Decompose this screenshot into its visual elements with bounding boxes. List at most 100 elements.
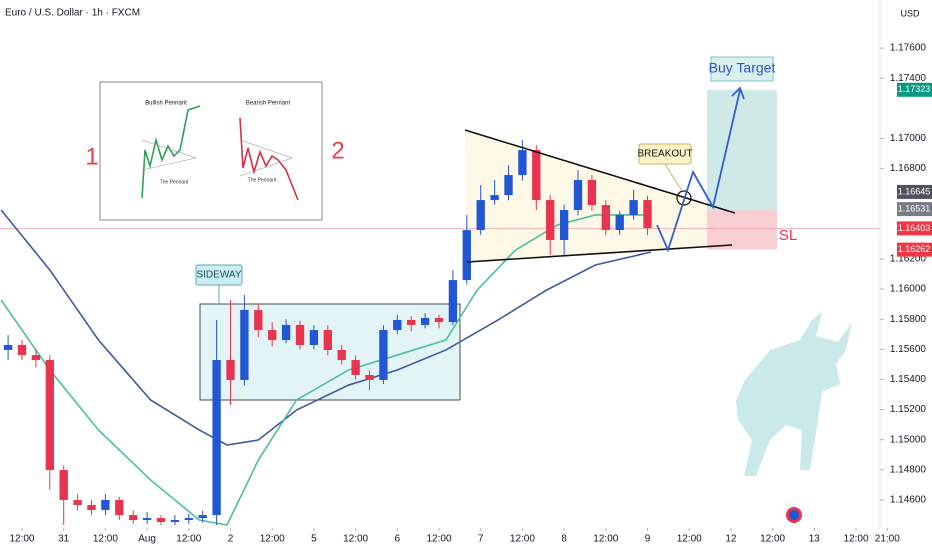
- y-tick-label: 1.14800: [890, 465, 927, 476]
- candle-body: [17, 344, 27, 356]
- currency: USD: [900, 8, 920, 18]
- bull-illustration: [736, 312, 852, 476]
- moving-average: [0, 209, 652, 446]
- candle-body: [490, 195, 499, 201]
- x-tick-label: 5: [311, 534, 317, 545]
- x-tick-label: 12:00: [677, 534, 702, 545]
- x-tick-label: 12:00: [9, 534, 34, 545]
- candle-body: [59, 470, 68, 500]
- y-tick-label: 1.15400: [890, 374, 927, 385]
- sideway-label: SIDEWAY: [196, 270, 241, 281]
- candle-body: [587, 180, 597, 206]
- target-zone: [707, 89, 777, 210]
- candle-body: [240, 310, 249, 380]
- candle-body: [601, 205, 610, 231]
- x-tick-label: 8: [561, 534, 567, 545]
- candle-body: [546, 200, 555, 240]
- price-tag-label: 1.16262: [898, 244, 931, 254]
- candle-body: [379, 330, 388, 380]
- label-1: 1: [85, 143, 98, 170]
- y-tick-label: 1.16000: [890, 284, 927, 295]
- x-tick-label: 21:00: [875, 534, 900, 545]
- inset-bull-pennant: [141, 139, 198, 171]
- candle-body: [504, 175, 513, 196]
- candle-body: [518, 150, 527, 176]
- inset-bearish: Bearish Pennant: [246, 101, 291, 107]
- inset-pennant-1: The Pennant: [160, 179, 189, 185]
- y-tick-label: 1.16200: [890, 254, 927, 265]
- candle-body: [407, 319, 416, 325]
- time-axis: [0, 528, 932, 550]
- x-tick-label: 12:00: [510, 534, 535, 545]
- chart-title: Euro / U.S. Dollar · 1h · FXCM: [5, 8, 140, 19]
- candle-body: [323, 330, 332, 350]
- y-tick-label: 1.15800: [890, 314, 927, 325]
- price-tag: [897, 202, 932, 217]
- candle-body: [393, 319, 402, 331]
- breakout-pointer: [664, 163, 683, 192]
- candle-body: [115, 499, 124, 516]
- inset-bear-pennant: [239, 139, 293, 177]
- candle-body: [615, 214, 624, 231]
- x-tick-label: 12:00: [176, 534, 201, 545]
- sl-label: SL: [779, 227, 797, 244]
- candle-body: [337, 349, 346, 361]
- candle-body: [101, 499, 110, 510]
- candle-body: [184, 518, 193, 521]
- candle-body: [73, 499, 82, 505]
- candle-body: [295, 324, 305, 345]
- label-2: 2: [331, 137, 344, 164]
- y-tick-label: 1.16800: [890, 163, 927, 174]
- overlays: SIDEWAY BREAKOUT Buy Target SL 1 2 Bulli…: [85, 56, 852, 523]
- bull-shape: [736, 312, 852, 476]
- inset-bear-path: [239, 117, 299, 201]
- candle-body: [573, 180, 583, 210]
- arrow-head: [731, 86, 745, 100]
- x-tick-label: 12:00: [593, 534, 618, 545]
- buy-target-label: Buy Target: [709, 60, 776, 76]
- candle-body: [3, 344, 13, 350]
- x-tick-label: 2: [228, 534, 234, 545]
- inset-bullish: Bullish Pennant: [145, 101, 187, 107]
- x-tick-label: 7: [478, 534, 484, 545]
- candle-body: [351, 360, 360, 375]
- x-tick-label: 12:00: [760, 534, 785, 545]
- x-tick-label: 12:00: [260, 534, 285, 545]
- candle-body: [212, 360, 221, 516]
- candle-body: [462, 230, 471, 281]
- candle-body: [309, 330, 319, 345]
- x-tick-label: 12:00: [426, 534, 451, 545]
- inset-image: Bullish Pennant Bearish Pennant The Penn…: [99, 81, 323, 221]
- x-tick-label: 31: [58, 534, 70, 545]
- candle-body: [448, 280, 458, 323]
- price-tag-label: 1.16531: [898, 203, 931, 213]
- moving-average: [0, 214, 651, 526]
- candle-body: [365, 374, 374, 380]
- price-tag: [897, 221, 932, 236]
- inset-frame: [99, 81, 323, 221]
- candle-body: [281, 324, 291, 341]
- y-tick-label: 1.14600: [890, 495, 927, 506]
- stop-zone: [707, 209, 777, 250]
- breakout-label: BREAKOUT: [637, 149, 692, 160]
- plot: [0, 140, 652, 526]
- y-tick-label: 1.17400: [890, 73, 927, 84]
- price-tag: [897, 82, 932, 97]
- buy-target-box: [710, 56, 774, 82]
- x-tick-label: Aug: [138, 534, 156, 545]
- candle-body: [434, 318, 444, 323]
- projection: [656, 89, 741, 253]
- candle-body: [142, 518, 152, 521]
- x-tick-label: 9: [645, 534, 651, 545]
- event-icon-inner: [789, 510, 799, 520]
- x-tick-label: 12:00: [844, 534, 869, 545]
- y-tick-label: 1.15200: [890, 404, 927, 415]
- y-tick-label: 1.17600: [890, 43, 927, 54]
- pennant-top: [464, 129, 736, 214]
- candle-body: [268, 330, 277, 341]
- candle-body: [198, 515, 207, 519]
- candle-body: [226, 360, 235, 380]
- price-tag-label: 1.16403: [898, 223, 931, 233]
- price-tag: [897, 184, 932, 199]
